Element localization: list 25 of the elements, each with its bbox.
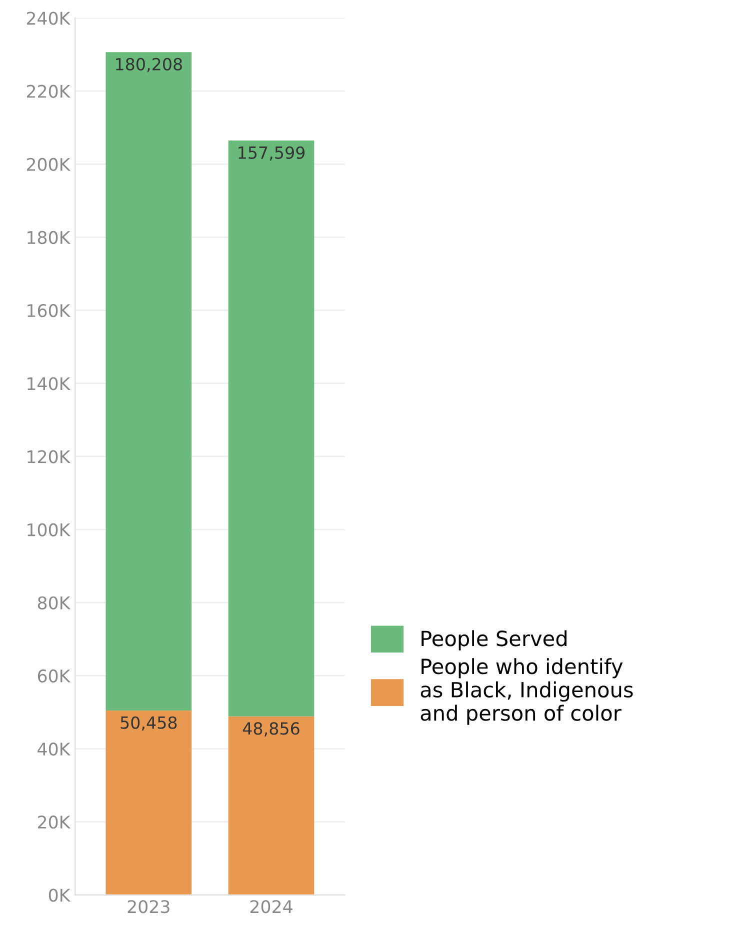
y-tick-label: 180K xyxy=(28,230,71,244)
bar xyxy=(228,716,314,895)
y-tick-label: 0K xyxy=(48,888,71,902)
bar xyxy=(228,140,314,716)
y-tick-label: 160K xyxy=(28,304,71,318)
y-tick-label: 60K xyxy=(38,669,71,683)
y-tick-label: 20K xyxy=(38,816,71,829)
y-tick-label: 40K xyxy=(38,742,71,756)
legend-label: People who identify as Black, Indigenous and person of color xyxy=(420,658,633,725)
data-label: 50,458 xyxy=(120,716,177,731)
y-tick-label: 80K xyxy=(38,596,71,610)
x-tick-label: 2024 xyxy=(250,900,292,914)
data-label: 157,599 xyxy=(238,146,305,161)
bar xyxy=(106,710,192,895)
x-tick-label: 2023 xyxy=(128,900,170,914)
data-label: 180,208 xyxy=(116,58,182,72)
y-tick-label: 100K xyxy=(28,523,71,536)
y-tick-label: 140K xyxy=(28,377,71,390)
y-tick-label: 240K xyxy=(26,12,71,25)
legend-label: People Served xyxy=(422,630,566,650)
y-tick-label: 120K xyxy=(28,450,71,464)
y-tick-label: 220K xyxy=(26,84,71,98)
bar xyxy=(106,52,192,711)
y-tick-label: 200K xyxy=(26,158,71,171)
data-label: 48,856 xyxy=(242,722,300,736)
